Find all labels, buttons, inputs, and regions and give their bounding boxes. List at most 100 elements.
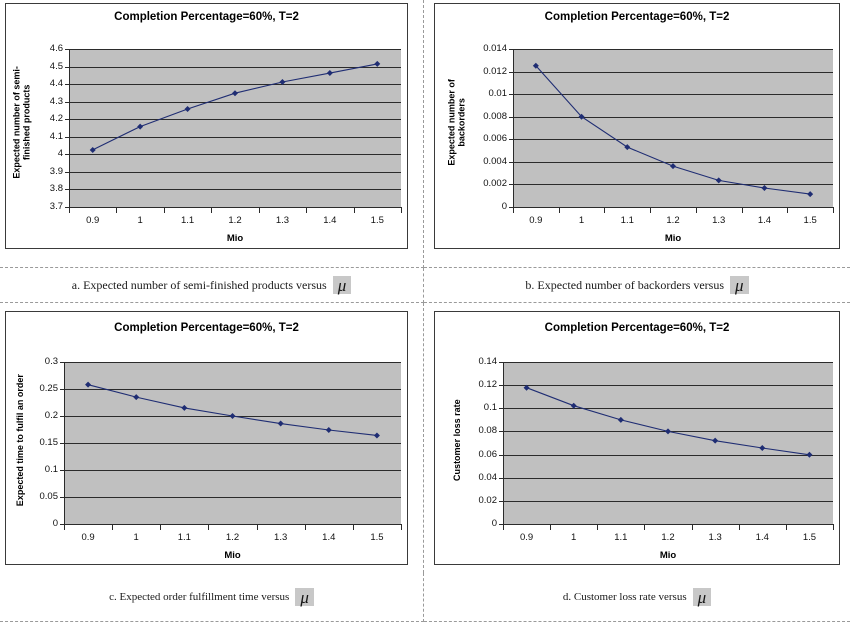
y-axis-tick-label: 4.4 — [49, 78, 63, 89]
x-axis-tick — [559, 208, 560, 213]
panel-d-caption-cell: d. Customer loss rate versus μ — [424, 573, 850, 622]
x-axis-tick — [69, 208, 70, 213]
x-axis-tick-label: 0.9 — [529, 215, 543, 226]
x-axis-line — [513, 207, 834, 208]
data-point-marker — [89, 146, 96, 153]
y-axis-tick-label: 0.01 — [488, 88, 508, 99]
gridline — [65, 389, 401, 390]
plot-area — [64, 362, 401, 525]
x-axis-tick — [116, 208, 117, 213]
y-axis-tick — [499, 431, 503, 432]
y-axis-tick-label: 0.008 — [483, 111, 507, 122]
gridline — [514, 94, 833, 95]
gridline — [70, 154, 401, 155]
x-axis-tick — [786, 525, 787, 530]
caption-a: a. Expected number of semi-finished prod… — [0, 268, 423, 302]
y-axis-tick — [60, 389, 64, 390]
x-axis-tick — [401, 525, 402, 530]
y-axis-tick-label: 0.25 — [39, 383, 59, 394]
x-axis-title: Mio — [659, 550, 677, 561]
x-axis-tick — [503, 525, 504, 530]
x-axis-tick — [353, 525, 354, 530]
x-axis-tick — [550, 525, 551, 530]
panel-b-chart-cell: Completion Percentage=60%, T=2 0 0.002 0.00… — [424, 0, 850, 268]
data-point-marker — [523, 384, 530, 391]
data-point-marker — [759, 444, 766, 451]
y-axis-tick — [60, 524, 64, 525]
y-axis-tick — [65, 207, 69, 208]
y-axis-tick — [65, 67, 69, 68]
gridline — [504, 362, 833, 363]
y-axis-tick — [509, 49, 513, 50]
x-axis-tick-label: 1.2 — [228, 215, 242, 226]
y-axis-tick — [60, 497, 64, 498]
panel-a-chart-cell: Completion Percentage=60%, T=2 3.7 3.8 3.9 4… — [0, 0, 424, 268]
y-axis-tick — [60, 416, 64, 417]
x-axis-line — [69, 207, 402, 208]
y-axis-tick — [499, 362, 503, 363]
x-axis-tick-label: 0.9 — [519, 532, 534, 543]
data-point-marker — [326, 70, 333, 77]
y-axis-tick — [65, 102, 69, 103]
gridline — [514, 117, 833, 118]
data-point-marker — [85, 381, 92, 388]
x-axis-tick-label: 1 — [133, 532, 139, 543]
gridline — [504, 478, 833, 479]
chart-title: Completion Percentage=60%, T=2 — [544, 322, 730, 334]
gridline — [65, 470, 401, 471]
y-axis-tick-label: 4.5 — [49, 61, 63, 72]
data-point-marker — [617, 416, 624, 423]
y-axis-tick — [65, 119, 69, 120]
x-axis-tick — [354, 208, 355, 213]
y-axis-tick — [509, 117, 513, 118]
panel-b-caption-cell: b. Expected number of backorders versus … — [424, 268, 850, 303]
mu-symbol-icon: μ — [332, 275, 352, 295]
x-axis-tick-label: 1.4 — [323, 215, 337, 226]
x-axis-tick — [833, 208, 834, 213]
mu-symbol-icon: μ — [295, 587, 314, 607]
data-series — [89, 60, 381, 153]
y-axis-tick — [509, 184, 513, 185]
panel-c-caption-cell: c. Expected order fulfillment time versu… — [0, 573, 424, 622]
data-point-marker — [181, 404, 188, 411]
x-axis-tick — [401, 208, 402, 213]
y-axis-tick-label: 0.05 — [39, 491, 59, 502]
y-axis-tick — [65, 49, 69, 50]
y-axis-tick — [509, 139, 513, 140]
x-axis-tick-label: 1.1 — [180, 215, 195, 226]
data-point-marker — [806, 451, 813, 458]
y-axis-tick — [60, 443, 64, 444]
x-axis-tick-label: 1.5 — [370, 215, 384, 226]
x-axis-tick-label: 1.5 — [803, 215, 817, 226]
y-axis-tick-label: 3.7 — [49, 201, 63, 212]
panel-c-chart-cell: Completion Percentage=60%, T=2 0 0.05 0.1 0.… — [0, 303, 424, 573]
y-axis-tick — [509, 207, 513, 208]
gridline — [504, 385, 833, 386]
y-axis-tick-label: 0.006 — [483, 133, 507, 144]
x-axis-tick-label: 1.3 — [712, 215, 726, 226]
x-axis-tick — [257, 525, 258, 530]
data-point-marker — [325, 427, 332, 434]
panel-d-chart-cell: Completion Percentage=60%, T=2 0 0.02 0.04 0… — [424, 303, 850, 573]
data-point-marker — [277, 420, 284, 427]
x-axis-tick-label: 1.5 — [370, 532, 384, 543]
x-axis-tick — [833, 525, 834, 530]
y-axis-tick — [499, 478, 503, 479]
data-point-marker — [137, 123, 144, 130]
y-axis-tick-label: 0.15 — [39, 437, 59, 448]
x-axis-tick-label: 1 — [137, 215, 143, 226]
x-axis-tick — [211, 208, 212, 213]
y-axis-tick-label: 0.02 — [478, 495, 498, 506]
y-axis-tick-label: 0.04 — [478, 472, 498, 483]
chart-a: Completion Percentage=60%, T=2 3.7 3.8 3.9 4… — [5, 3, 408, 249]
y-axis-tick-label: 3.9 — [49, 166, 63, 177]
y-axis-tick-label: 0.14 — [478, 356, 498, 367]
mu-symbol-icon: μ — [692, 587, 712, 607]
y-axis-tick — [499, 385, 503, 386]
data-point-marker — [578, 113, 585, 120]
y-axis-tick-label: 0.1 — [483, 402, 497, 413]
x-axis-tick-label: 1.1 — [177, 532, 191, 543]
gridline — [70, 119, 401, 120]
y-axis-tick-label: 0.12 — [478, 379, 498, 390]
y-axis-tick — [65, 84, 69, 85]
